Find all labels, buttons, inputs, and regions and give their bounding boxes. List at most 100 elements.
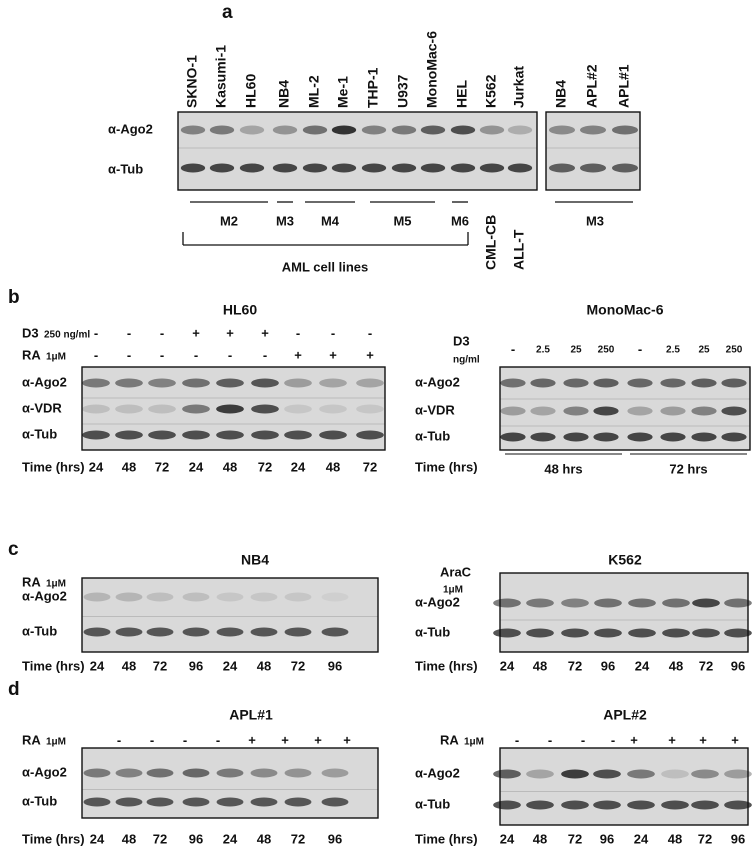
time-label: Time (hrs) <box>415 831 478 846</box>
band <box>500 432 526 442</box>
time-value: 24 <box>291 459 306 474</box>
band <box>692 628 720 638</box>
band <box>493 769 521 779</box>
subtype-label: M2 <box>220 213 238 228</box>
band <box>272 163 298 173</box>
band <box>251 430 279 440</box>
lane-label: THP-1 <box>365 67 381 108</box>
band <box>82 378 110 388</box>
band <box>216 797 244 807</box>
band <box>594 598 622 608</box>
band <box>530 432 556 442</box>
blot-frame <box>177 111 538 191</box>
panel-letter: d <box>8 679 20 700</box>
panel-letter: c <box>8 539 19 560</box>
treatment-mark: - <box>160 325 164 340</box>
band <box>691 769 719 779</box>
lane-label: HEL <box>454 80 470 108</box>
lane-label: NB4 <box>276 80 292 108</box>
treatment-mark: - <box>638 341 642 356</box>
lane-label: Jurkat <box>511 66 527 108</box>
band <box>180 163 206 173</box>
band <box>83 627 111 637</box>
band <box>493 598 521 608</box>
band <box>239 163 265 173</box>
band <box>500 378 526 388</box>
band <box>420 125 446 135</box>
band <box>319 378 347 388</box>
row-label: α-Ago2 <box>415 374 460 389</box>
time-value: 24 <box>500 658 515 673</box>
band <box>82 430 110 440</box>
treatment-mark: 25 <box>570 345 582 356</box>
band <box>83 592 111 602</box>
band <box>182 592 210 602</box>
time-value: 48 <box>122 831 136 846</box>
band <box>593 378 619 388</box>
band <box>284 797 312 807</box>
row-label: α-Tub <box>415 624 450 639</box>
band <box>526 800 554 810</box>
band <box>661 800 689 810</box>
treatment-unit: 1μM <box>46 579 66 590</box>
band <box>691 432 717 442</box>
treatment-label: RA <box>440 732 459 747</box>
time-value: 48 <box>257 658 271 673</box>
time-value: 96 <box>731 658 745 673</box>
row-label: α-Tub <box>108 161 143 176</box>
row-label: α-Ago2 <box>22 374 67 389</box>
band <box>146 627 174 637</box>
band <box>493 800 521 810</box>
band <box>146 592 174 602</box>
treatment-mark: - <box>194 347 198 362</box>
time-value: 96 <box>601 658 615 673</box>
band <box>530 378 556 388</box>
band <box>724 800 752 810</box>
lane-label: MonoMac-6 <box>424 31 440 108</box>
blot-title: HL60 <box>223 302 257 318</box>
band <box>526 769 554 779</box>
time-value: 96 <box>328 658 342 673</box>
band <box>561 628 589 638</box>
time-value: 48 <box>533 831 547 846</box>
band <box>216 592 244 602</box>
band <box>216 627 244 637</box>
band <box>593 406 619 416</box>
band <box>250 768 278 778</box>
band <box>721 406 747 416</box>
band <box>216 430 244 440</box>
treatment-unit: 1μM <box>443 585 463 596</box>
blot-background <box>500 573 748 652</box>
time-value: 24 <box>90 831 105 846</box>
band <box>284 378 312 388</box>
treatment-mark: - <box>331 325 335 340</box>
band <box>563 432 589 442</box>
band <box>180 125 206 135</box>
time-value: 96 <box>731 831 745 846</box>
time-value: 48 <box>669 658 683 673</box>
treatment-mark: + <box>281 732 289 747</box>
treatment-mark: - <box>127 325 131 340</box>
blot-frame <box>81 577 379 653</box>
band <box>507 125 533 135</box>
time-value: 24 <box>223 658 238 673</box>
time-value: 48 <box>122 658 136 673</box>
treatment-mark: + <box>731 732 739 747</box>
treatment-label: RA <box>22 732 41 747</box>
band <box>284 404 312 414</box>
panel-letter: b <box>8 287 20 308</box>
band <box>593 769 621 779</box>
treatment-mark: - <box>150 732 154 747</box>
treatment-mark: - <box>263 347 267 362</box>
cell-line-type: CML-CB <box>483 215 499 270</box>
band <box>611 125 639 135</box>
blot-title: APL#2 <box>603 707 647 723</box>
band <box>356 404 384 414</box>
treatment-unit: 250 ng/ml <box>44 330 90 341</box>
band <box>500 406 526 416</box>
treatment-label: RA <box>22 574 41 589</box>
band <box>594 628 622 638</box>
band <box>331 163 357 173</box>
blot-frame <box>499 747 749 826</box>
